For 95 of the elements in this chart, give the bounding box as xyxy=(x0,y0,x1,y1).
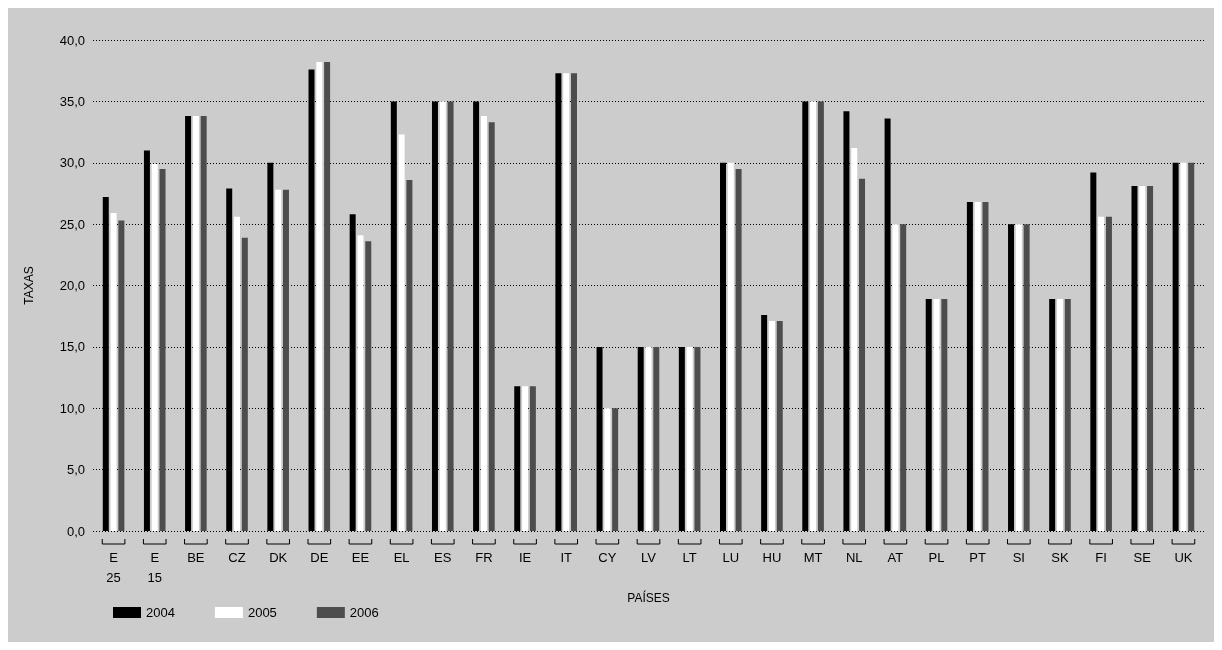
bar xyxy=(488,122,495,531)
y-tick-label: 15,0 xyxy=(59,339,85,355)
bar xyxy=(529,386,536,531)
bar xyxy=(1147,186,1154,531)
bar xyxy=(200,116,207,531)
x-tick-label: DK xyxy=(269,549,288,565)
bar xyxy=(159,168,166,531)
bar xyxy=(810,101,817,531)
x-tick-label: LU xyxy=(722,549,740,565)
bar xyxy=(727,162,734,531)
legend-label: 2004 xyxy=(146,605,175,620)
bar xyxy=(151,163,158,531)
x-tick-label: NL xyxy=(845,549,863,565)
bar xyxy=(941,299,948,531)
y-tick-label: 35,0 xyxy=(59,93,85,109)
x-tick-label: SE xyxy=(1133,549,1152,565)
y-tick-label: 0,0 xyxy=(66,523,85,539)
bar xyxy=(1105,216,1112,531)
x-tick-label: CY xyxy=(598,549,617,565)
x-tick-label: PL xyxy=(928,549,945,565)
x-tick-label: EE xyxy=(351,549,370,565)
bar xyxy=(851,148,858,531)
x-tick-label: DE xyxy=(310,549,329,565)
x-tick-label: E 25 xyxy=(106,549,121,585)
y-tick-label: 25,0 xyxy=(59,216,85,232)
x-tick-label: UK xyxy=(1174,549,1193,565)
bar xyxy=(612,408,619,531)
x-tick-label: IE xyxy=(518,549,532,565)
x-tick-label: MT xyxy=(803,549,823,565)
bar xyxy=(192,116,199,531)
bar xyxy=(357,235,364,531)
x-tick-label: FI xyxy=(1095,549,1107,565)
bar xyxy=(365,241,372,531)
bar xyxy=(1056,299,1063,531)
bar xyxy=(398,134,405,531)
bar xyxy=(1064,299,1071,531)
x-tick-label: BE xyxy=(187,549,205,565)
bar xyxy=(571,73,577,531)
bar xyxy=(653,346,660,531)
y-tick-label: 5,0 xyxy=(66,462,85,478)
x-tick-label: PT xyxy=(969,549,987,565)
x-tick-label: IT xyxy=(560,549,573,565)
y-tick-label: 10,0 xyxy=(59,400,85,416)
x-tick-label: FR xyxy=(475,549,493,565)
bar xyxy=(1180,162,1187,531)
bar xyxy=(324,62,331,531)
bar xyxy=(859,178,866,531)
x-tick-label: SI xyxy=(1012,549,1025,565)
bar xyxy=(480,116,487,531)
bar xyxy=(316,62,323,531)
bar xyxy=(933,299,940,531)
bar xyxy=(776,321,783,531)
bar xyxy=(817,101,824,531)
bar xyxy=(241,237,248,531)
x-tick-label: ES xyxy=(434,549,452,565)
bar xyxy=(1139,186,1146,531)
y-tick-label: 30,0 xyxy=(59,155,85,171)
bar xyxy=(982,202,989,531)
y-axis-title: TAXAS xyxy=(22,266,36,305)
bar xyxy=(110,213,117,531)
bar xyxy=(522,386,529,531)
bar xyxy=(1188,162,1195,531)
x-tick-label: E 15 xyxy=(147,549,162,585)
bar xyxy=(1098,216,1105,531)
x-tick-label: LT xyxy=(682,549,697,565)
bar xyxy=(118,220,125,531)
x-tick-label: HU xyxy=(762,549,782,565)
bar xyxy=(604,408,611,531)
bar xyxy=(974,202,981,531)
x-tick-label: EL xyxy=(393,549,410,565)
bar xyxy=(686,346,693,531)
x-tick-label: SK xyxy=(1051,549,1069,565)
legend-label: 2005 xyxy=(247,605,277,620)
bar xyxy=(1015,224,1022,531)
x-tick-label: LV xyxy=(641,549,657,565)
y-tick-label: 40,0 xyxy=(59,32,85,48)
x-tick-label: CZ xyxy=(228,549,246,565)
bar xyxy=(282,189,289,531)
bar xyxy=(275,189,282,531)
x-tick-label: AT xyxy=(887,549,904,565)
bar xyxy=(900,224,907,531)
bar xyxy=(439,101,446,531)
legend-label: 2006 xyxy=(349,605,379,620)
bar xyxy=(735,168,742,531)
x-axis-title: PAÍSES xyxy=(627,589,670,605)
bar xyxy=(234,216,241,531)
y-tick-label: 20,0 xyxy=(59,278,85,293)
bar xyxy=(694,346,701,531)
bar xyxy=(768,321,775,531)
bar xyxy=(563,73,570,531)
bar xyxy=(447,101,454,531)
bar xyxy=(406,179,413,531)
bar xyxy=(645,346,652,531)
bar xyxy=(1023,224,1030,531)
bar xyxy=(892,224,899,531)
